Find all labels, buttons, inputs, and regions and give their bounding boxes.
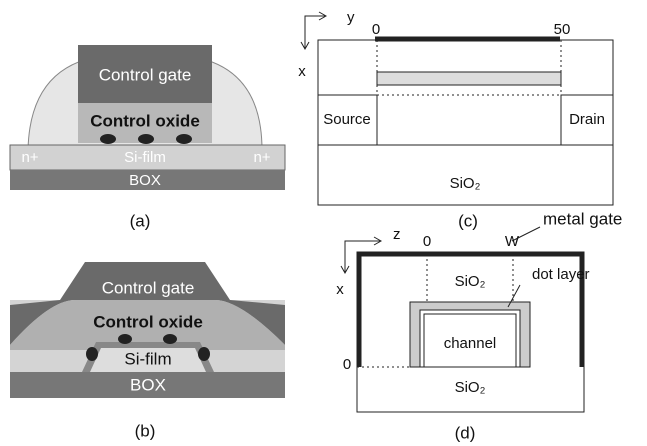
label: n+ xyxy=(21,149,38,166)
label: SiO₂ xyxy=(455,273,486,290)
tick: 0 xyxy=(423,233,431,250)
tick: W xyxy=(505,233,520,250)
label: y xyxy=(347,9,355,26)
label: n+ xyxy=(253,149,270,166)
label: BOX xyxy=(129,172,161,189)
label: Control oxide xyxy=(93,312,203,331)
label: BOX xyxy=(130,375,166,394)
panel-b: Control gate Control oxide Si-film BOX (… xyxy=(10,262,285,440)
label: SiO₂ xyxy=(450,175,481,192)
label: Control oxide xyxy=(90,111,200,130)
label: z xyxy=(393,226,401,243)
tick: 50 xyxy=(554,21,571,38)
label: Source xyxy=(323,111,371,128)
caption: (d) xyxy=(455,423,476,442)
label: Control gate xyxy=(99,65,192,84)
panel-a: Control gate Control oxide n+ Si-film n+… xyxy=(10,45,285,230)
label: Control gate xyxy=(102,278,195,297)
label: 0 xyxy=(343,356,351,373)
caption: (b) xyxy=(135,421,156,440)
label: Si-film xyxy=(124,349,171,368)
label: x xyxy=(298,63,306,80)
label: dot layer xyxy=(532,266,590,283)
figure: Control gate Control oxide n+ Si-film n+… xyxy=(0,0,647,446)
caption: (c) xyxy=(458,211,478,230)
label: SiO₂ xyxy=(455,379,486,396)
label: metal gate xyxy=(543,209,622,228)
caption: (a) xyxy=(130,211,151,230)
label: Si-film xyxy=(124,149,166,166)
label: Drain xyxy=(569,111,605,128)
label: channel xyxy=(444,335,497,352)
tick: 0 xyxy=(372,21,380,38)
label: x xyxy=(336,281,344,298)
